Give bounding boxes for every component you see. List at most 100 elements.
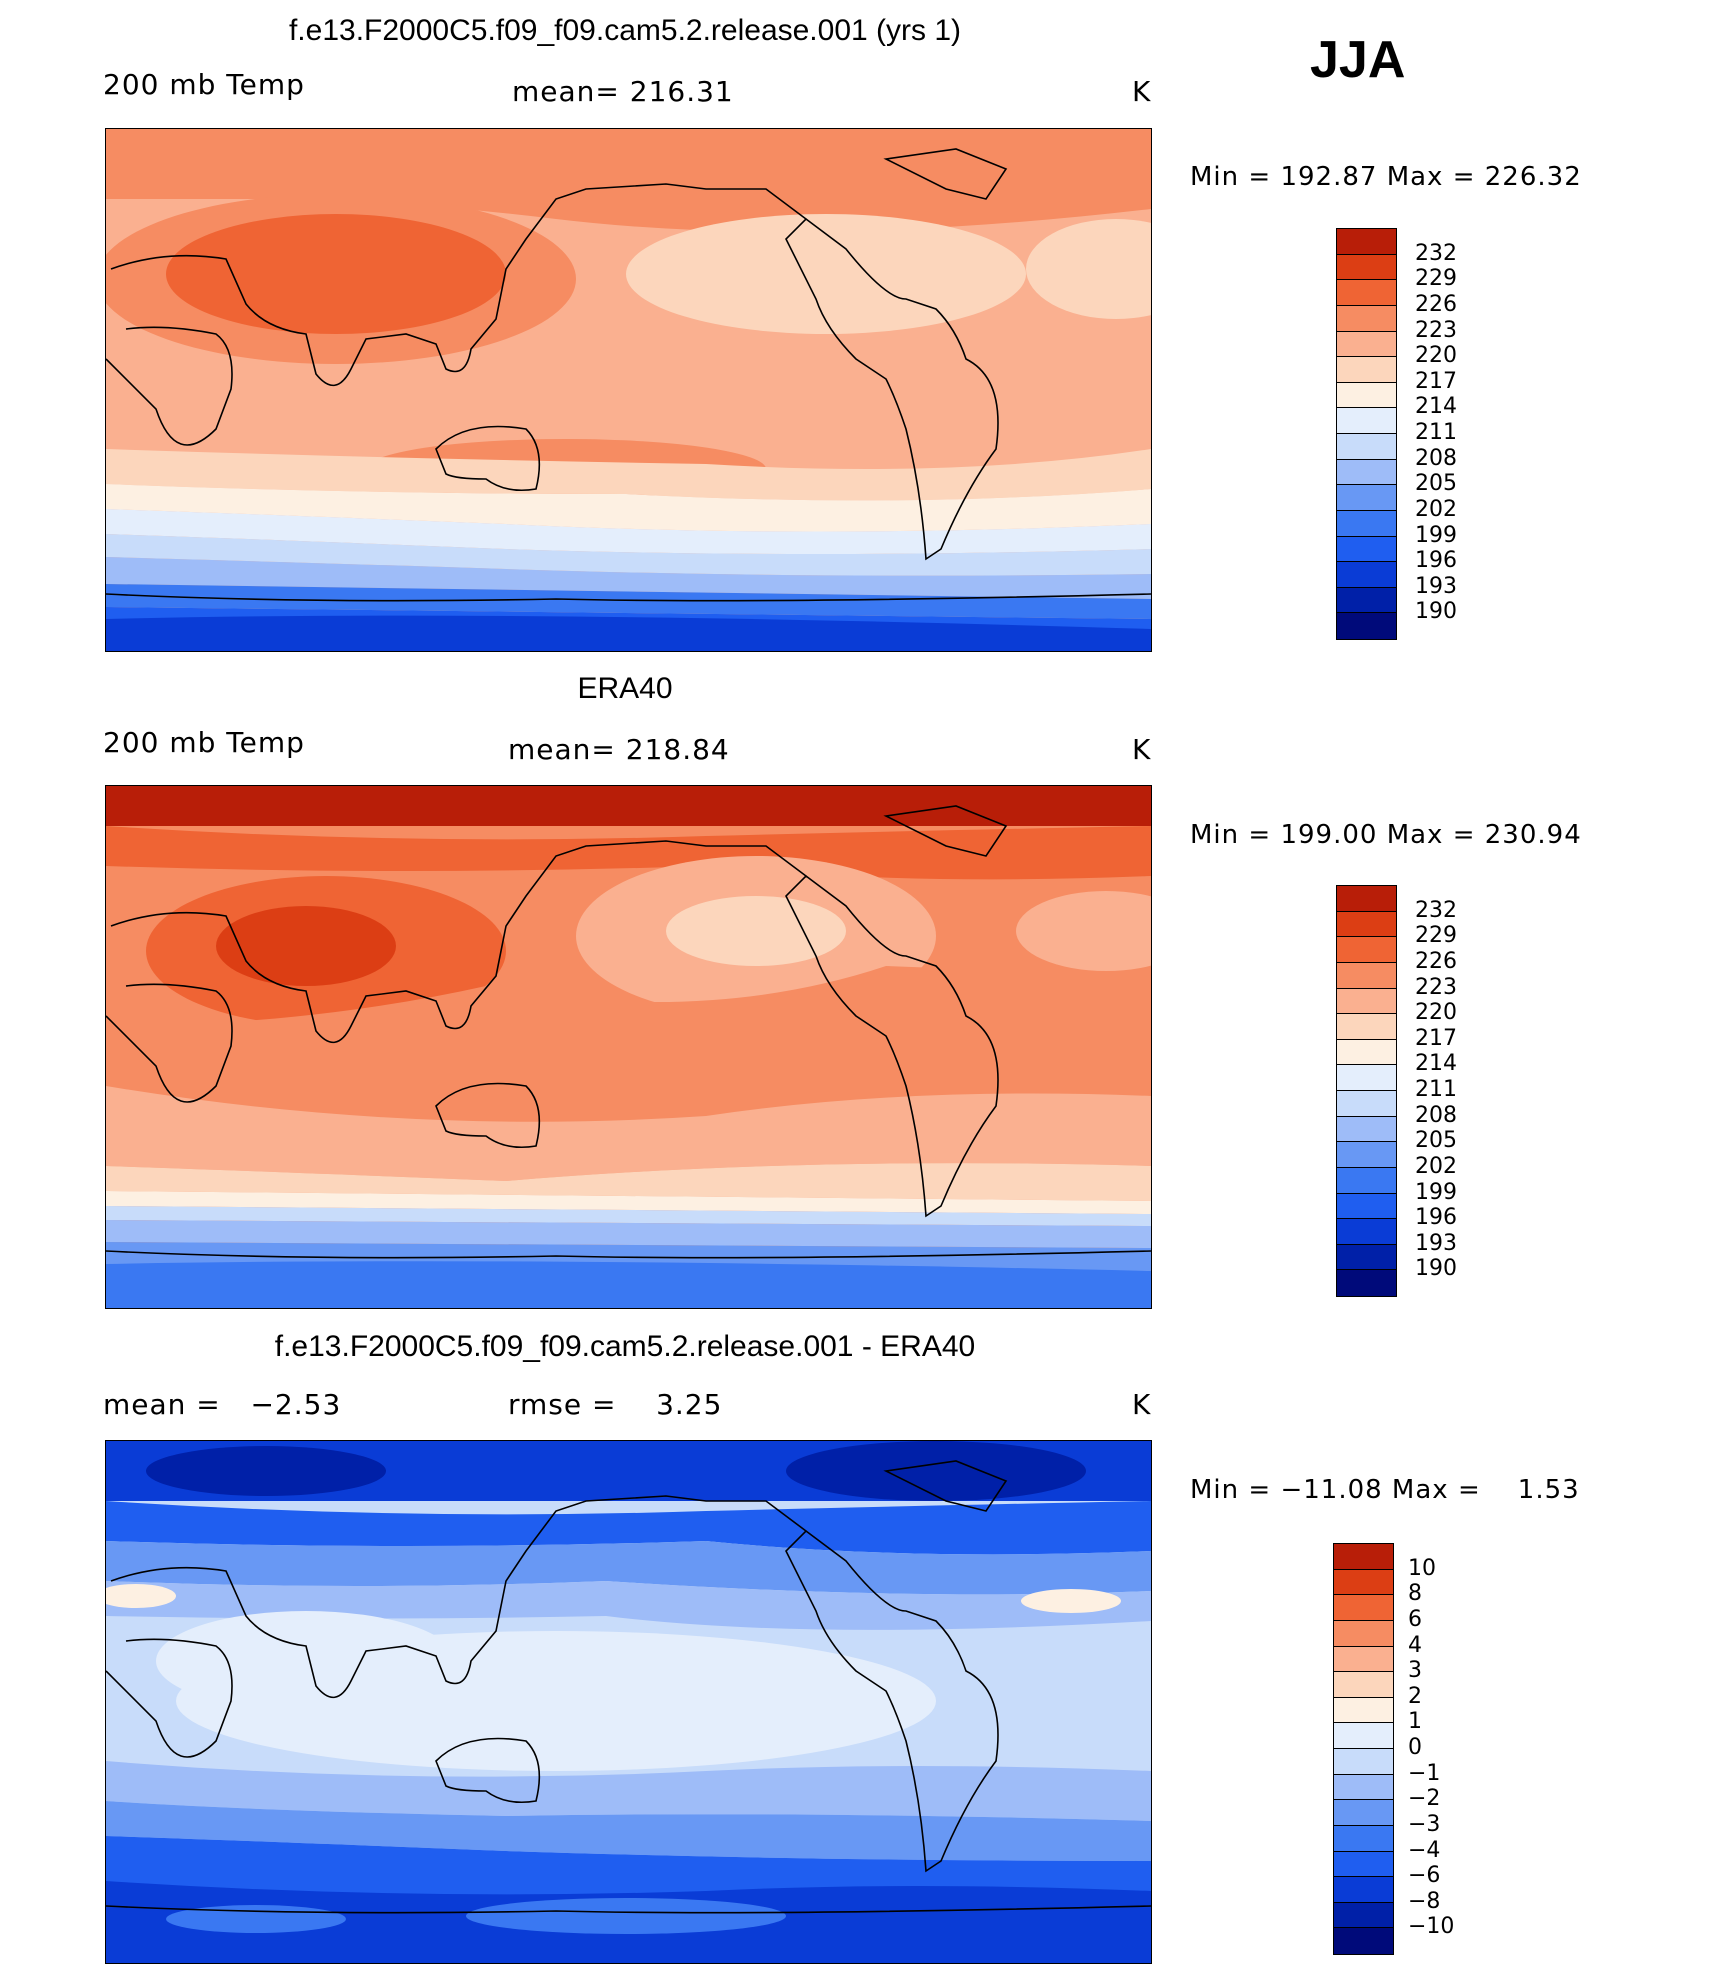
- colorbar-tick-label: 220: [1415, 1000, 1457, 1026]
- colorbar-tick-label: 196: [1415, 1205, 1457, 1231]
- colorbar-tick-label: 214: [1415, 394, 1457, 420]
- colorbar-swatch: [1337, 988, 1396, 1015]
- panel1-contour-field: [106, 129, 1151, 651]
- colorbar-tick-label: −1: [1408, 1760, 1441, 1786]
- colorbar-swatch: [1337, 1193, 1396, 1220]
- colorbar-swatch: [1337, 331, 1396, 358]
- colorbar-swatch: [1334, 1749, 1393, 1775]
- colorbar-swatch: [1337, 1142, 1396, 1168]
- colorbar-swatch: [1334, 1620, 1393, 1647]
- colorbar-swatch: [1337, 1270, 1396, 1296]
- colorbar-tick-label: 199: [1415, 1179, 1457, 1205]
- colorbar-tick-label: 1: [1408, 1709, 1422, 1735]
- colorbar-swatch: [1337, 305, 1396, 332]
- panel3-map: [105, 1440, 1152, 1964]
- panel1-units: K: [1132, 75, 1152, 108]
- panel3-rmse-label: rmse = 3.25: [508, 1388, 723, 1421]
- colorbar-swatch: [1337, 1244, 1396, 1271]
- colorbar-tick-label: 232: [1415, 240, 1457, 266]
- colorbar-tick-label: 223: [1415, 317, 1457, 343]
- colorbar-tick-label: 202: [1415, 496, 1457, 522]
- colorbar-swatch: [1337, 229, 1396, 255]
- colorbar-tick-label: 211: [1415, 420, 1457, 445]
- season-label: JJA: [1310, 31, 1406, 89]
- colorbar-swatch: [1337, 1116, 1396, 1143]
- colorbar-swatch: [1334, 1646, 1393, 1673]
- panel3-contour-field: [106, 1441, 1151, 1963]
- colorbar-swatch: [1334, 1825, 1393, 1852]
- colorbar-swatch: [1337, 613, 1396, 639]
- colorbar-tick-label: 226: [1415, 291, 1457, 317]
- colorbar-tick-label: 208: [1415, 1102, 1457, 1128]
- colorbar-tick-label: 217: [1415, 1025, 1457, 1051]
- colorbar-swatch: [1334, 1672, 1393, 1698]
- panel2-variable-label: 200 mb Temp: [103, 726, 305, 759]
- colorbar-swatch: [1337, 459, 1396, 486]
- panel2-contour-field: [106, 786, 1151, 1308]
- panel2-minmax: Min = 199.00 Max = 230.94: [1190, 820, 1582, 850]
- colorbar-swatch: [1337, 434, 1396, 460]
- panel1-minmax: Min = 192.87 Max = 226.32: [1190, 162, 1582, 192]
- colorbar-tick-label: 193: [1415, 573, 1457, 599]
- colorbar-swatch: [1337, 911, 1396, 938]
- colorbar-tick-label: −4: [1408, 1837, 1441, 1863]
- colorbar-tick-label: 232: [1415, 897, 1457, 923]
- panel1-mean-label: mean= 216.31: [512, 75, 734, 108]
- colorbar-tick-label: −10: [1408, 1914, 1455, 1940]
- colorbar-swatch: [1334, 1723, 1393, 1749]
- colorbar-tick-label: 6: [1408, 1606, 1422, 1632]
- colorbar-tick-label: 190: [1415, 1256, 1457, 1282]
- colorbar-tick-label: 217: [1415, 368, 1457, 394]
- colorbar-swatch: [1337, 280, 1396, 306]
- colorbar-swatch: [1337, 937, 1396, 963]
- panel3-units: K: [1132, 1388, 1152, 1421]
- colorbar-swatch: [1337, 886, 1396, 912]
- colorbar-tick-label: 4: [1408, 1632, 1422, 1658]
- colorbar-swatch: [1337, 254, 1396, 281]
- panel2-map: [105, 785, 1152, 1309]
- panel3-colorbar: [1333, 1543, 1394, 1955]
- colorbar-swatch: [1334, 1851, 1393, 1878]
- colorbar-swatch: [1334, 1569, 1393, 1596]
- colorbar-swatch: [1334, 1902, 1393, 1929]
- colorbar-swatch: [1337, 536, 1396, 563]
- colorbar-tick-label: 205: [1415, 471, 1457, 497]
- colorbar-tick-label: −2: [1408, 1786, 1441, 1812]
- panel3-mean-label: mean = −2.53: [103, 1388, 342, 1421]
- colorbar-swatch: [1337, 408, 1396, 434]
- colorbar-swatch: [1334, 1595, 1393, 1621]
- colorbar-tick-label: 214: [1415, 1051, 1457, 1077]
- colorbar-tick-label: 208: [1415, 445, 1457, 471]
- panel3-title: f.e13.F2000C5.f09_f09.cam5.2.release.001…: [274, 1330, 976, 1363]
- panel1-map: [105, 128, 1152, 652]
- panel1-variable-label: 200 mb Temp: [103, 68, 305, 101]
- colorbar-swatch: [1337, 962, 1396, 989]
- colorbar-swatch: [1337, 485, 1396, 511]
- colorbar-swatch: [1337, 510, 1396, 537]
- colorbar-swatch: [1337, 1065, 1396, 1091]
- colorbar-tick-label: 229: [1415, 266, 1457, 292]
- colorbar-tick-label: 193: [1415, 1230, 1457, 1256]
- panel2-title: ERA40: [577, 672, 673, 705]
- colorbar-swatch: [1334, 1800, 1393, 1826]
- colorbar-swatch: [1334, 1697, 1393, 1724]
- colorbar-swatch: [1337, 1167, 1396, 1194]
- colorbar-tick-label: 202: [1415, 1153, 1457, 1179]
- colorbar-tick-label: 199: [1415, 522, 1457, 548]
- colorbar-swatch: [1334, 1774, 1393, 1801]
- colorbar-tick-label: −6: [1408, 1863, 1441, 1889]
- colorbar-swatch: [1337, 382, 1396, 409]
- colorbar-tick-label: 211: [1415, 1077, 1457, 1102]
- colorbar-tick-label: 10: [1408, 1555, 1436, 1581]
- colorbar-tick-label: 0: [1408, 1735, 1422, 1760]
- colorbar-tick-label: −8: [1408, 1888, 1441, 1914]
- colorbar-tick-label: 196: [1415, 548, 1457, 574]
- panel3-minmax: Min = −11.08 Max = 1.53: [1190, 1475, 1580, 1505]
- panel2-units: K: [1132, 733, 1152, 766]
- colorbar-swatch: [1334, 1544, 1393, 1570]
- panel2-mean-label: mean= 218.84: [508, 733, 730, 766]
- colorbar-swatch: [1337, 1014, 1396, 1040]
- colorbar-swatch: [1334, 1877, 1393, 1903]
- colorbar-tick-label: 190: [1415, 599, 1457, 625]
- colorbar-tick-label: 226: [1415, 948, 1457, 974]
